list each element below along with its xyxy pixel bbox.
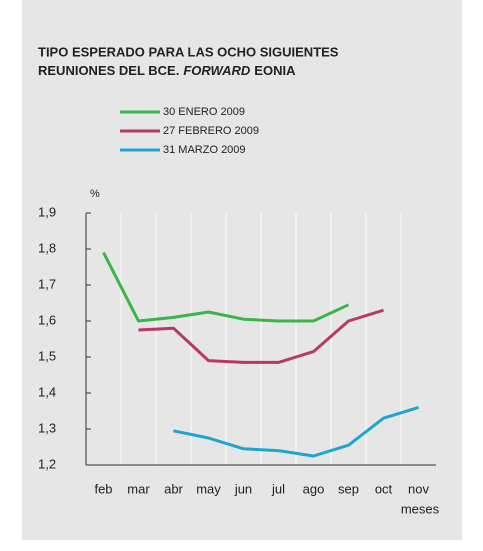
x-tick-label: may	[196, 481, 221, 496]
x-tick-label: nov	[408, 481, 429, 496]
x-tick-label: oct	[375, 481, 393, 496]
x-tick-label: jul	[271, 481, 285, 496]
y-unit: %	[90, 188, 100, 200]
series-line	[173, 405, 419, 458]
x-axis-label: meses	[401, 501, 440, 516]
y-tick-label: 1,6	[38, 312, 56, 327]
title-line: REUNIONES DEL BCE. FORWARD EONIA	[38, 63, 296, 78]
title-part: EONIA	[254, 63, 296, 78]
x-tick-label: mar	[127, 481, 150, 496]
y-tick-label: 1,8	[38, 240, 56, 255]
x-tick-label: ago	[303, 481, 325, 496]
title-part: FORWARD	[183, 63, 251, 78]
legend-label: 27 FEBRERO 2009	[163, 125, 259, 137]
x-tick-label: jun	[234, 481, 252, 496]
title-line: TIPO ESPERADO PARA LAS OCHO SIGUIENTES	[38, 44, 339, 59]
series-line	[102, 251, 350, 323]
y-tick-label: 1,2	[38, 456, 56, 471]
y-tick-label: 1,7	[38, 276, 56, 291]
panel	[22, 0, 462, 540]
x-tick-label: feb	[94, 481, 112, 496]
x-tick-label: sep	[338, 481, 359, 496]
title-part: REUNIONES DEL BCE.	[38, 63, 179, 78]
legend-label: 31 MARZO 2009	[163, 144, 246, 156]
x-tick-label: abr	[164, 481, 183, 496]
series-line	[138, 308, 384, 364]
y-tick-label: 1,9	[38, 204, 56, 219]
y-tick-label: 1,4	[38, 384, 56, 399]
y-tick-label: 1,5	[38, 348, 56, 363]
legend-label: 30 ENERO 2009	[163, 106, 245, 118]
y-tick-label: 1,3	[38, 420, 56, 435]
